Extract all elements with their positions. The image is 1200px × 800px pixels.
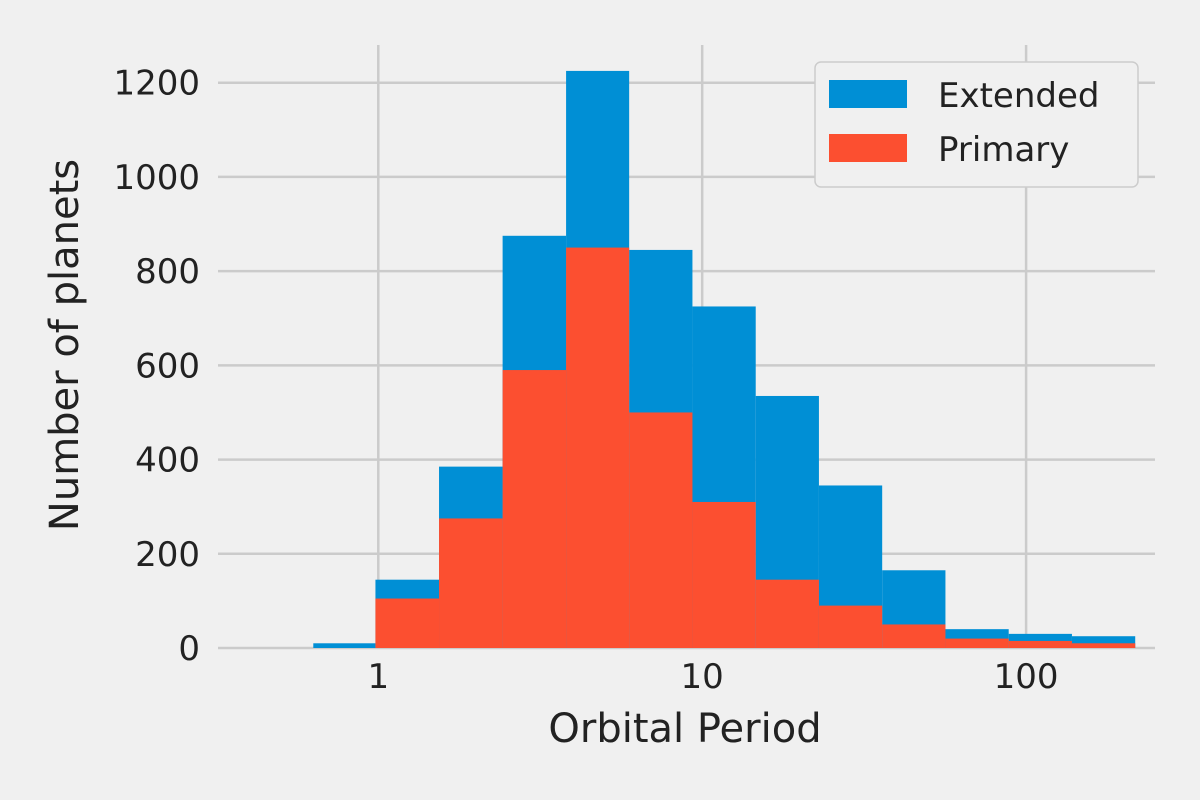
- bar-primary: [755, 579, 819, 648]
- y-tick-label: 0: [178, 629, 200, 669]
- legend-swatch-primary: [829, 134, 907, 162]
- x-tick-label: 1: [367, 657, 389, 697]
- bar-primary: [629, 412, 693, 648]
- legend-label-extended: Extended: [938, 76, 1099, 116]
- bar-primary: [1071, 643, 1136, 648]
- bar-primary: [1008, 640, 1072, 648]
- bar-primary: [439, 518, 503, 648]
- y-tick-label: 800: [135, 252, 200, 292]
- y-tick-label: 200: [135, 535, 200, 575]
- x-tick-label: 100: [994, 657, 1059, 697]
- bar-primary: [375, 598, 440, 648]
- x-axis-title: Orbital Period: [548, 706, 821, 752]
- bar-extended: [313, 643, 376, 648]
- y-tick-label: 600: [135, 346, 200, 386]
- bar-primary: [692, 501, 756, 648]
- y-tick-label: 1000: [113, 158, 200, 198]
- bar-primary: [945, 638, 1009, 648]
- legend: Extended Primary: [814, 61, 1139, 188]
- x-axis-ticks: 1 10 100: [367, 657, 1058, 697]
- bar-primary: [882, 624, 946, 648]
- histogram-bars: [313, 70, 1136, 648]
- x-tick-label: 10: [681, 657, 724, 697]
- y-axis-title: Number of planets: [42, 159, 88, 531]
- y-tick-label: 400: [135, 441, 200, 481]
- y-tick-label: 1200: [113, 64, 200, 104]
- legend-label-primary: Primary: [938, 130, 1069, 170]
- bar-extended: [1071, 636, 1136, 648]
- y-axis-ticks: 0 200 400 600 800 1000 1200: [113, 64, 200, 669]
- bar-primary: [502, 370, 567, 648]
- bar-primary: [818, 605, 883, 648]
- legend-swatch-extended: [829, 80, 907, 108]
- bar-primary: [566, 247, 630, 648]
